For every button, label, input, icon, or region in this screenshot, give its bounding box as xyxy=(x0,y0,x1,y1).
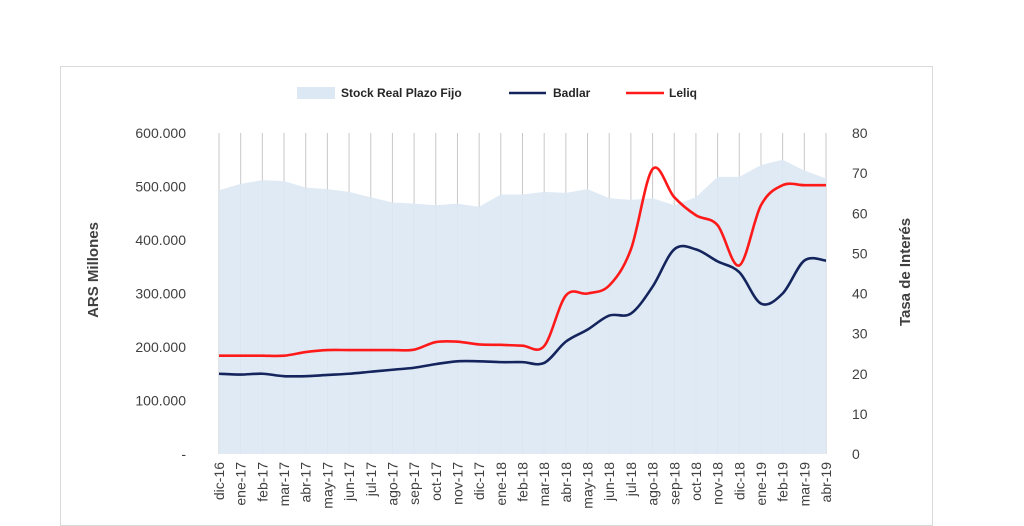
left-tick-label: 200.000 xyxy=(135,339,186,355)
right-tick-label: 40 xyxy=(852,286,868,302)
left-axis-title: ARS Millones xyxy=(85,222,102,318)
x-tick-label: may-17 xyxy=(319,462,335,509)
line-layer xyxy=(218,166,827,378)
series-leliq-line xyxy=(219,166,826,358)
x-tick-label: jun-18 xyxy=(601,462,617,502)
x-tick-label: may-18 xyxy=(580,462,596,509)
x-tick-label: abr-18 xyxy=(558,462,574,503)
x-tick-label: ene-19 xyxy=(753,462,769,506)
x-tick-label: ene-18 xyxy=(493,462,509,506)
x-tick-label: feb-18 xyxy=(515,462,531,502)
x-tick-label: ago-18 xyxy=(645,462,661,506)
right-tick-label: 0 xyxy=(852,446,860,462)
x-tick-label: sep-18 xyxy=(666,462,682,505)
legend: Stock Real Plazo Fijo Badlar Leliq xyxy=(297,86,697,100)
right-tick-label: 80 xyxy=(852,125,868,141)
series-badlar-line xyxy=(218,244,827,378)
left-tick-label: 600.000 xyxy=(135,125,186,141)
left-tick-label: 500.000 xyxy=(135,179,186,195)
x-tick-label: jun-17 xyxy=(341,462,357,502)
legend-label: Badlar xyxy=(553,86,591,100)
x-tick-label: jul-17 xyxy=(363,462,379,497)
x-tick-label: abr-19 xyxy=(818,462,834,503)
legend-swatch-area xyxy=(297,87,335,99)
x-tick-label: mar-19 xyxy=(796,462,812,507)
right-tick-label: 20 xyxy=(852,366,868,382)
legend-label: Stock Real Plazo Fijo xyxy=(341,86,462,100)
right-tick-label: 10 xyxy=(852,406,868,422)
right-tick-label: 60 xyxy=(852,205,868,221)
right-tick-label: 30 xyxy=(852,326,868,342)
x-tick-label: jul-18 xyxy=(623,462,639,497)
right-tick-label: 50 xyxy=(852,245,868,261)
x-tick-label: feb-17 xyxy=(254,462,270,502)
x-tick-label: sep-17 xyxy=(406,462,422,505)
x-tick-label: dic-16 xyxy=(211,462,227,500)
x-tick-label: mar-17 xyxy=(276,462,292,507)
x-tick-label: nov-17 xyxy=(449,462,465,505)
left-tick-label: - xyxy=(181,446,186,462)
x-tick-label: mar-18 xyxy=(536,462,552,507)
area-layer xyxy=(219,159,826,454)
x-tick-label: nov-18 xyxy=(710,462,726,505)
x-tick-label: ago-17 xyxy=(384,462,400,506)
left-tick-label: 100.000 xyxy=(135,393,186,409)
x-tick-label: dic-18 xyxy=(731,462,747,500)
x-tick-label: ene-17 xyxy=(233,462,249,506)
left-tick-label: 400.000 xyxy=(135,232,186,248)
axis-layer: - 100.000 200.000 300.000 400.000 500.000 600.… xyxy=(135,125,867,509)
right-axis-title: Tasa de Interés xyxy=(897,218,914,326)
series-stock-real-plazo-fijo-area xyxy=(219,159,826,454)
x-tick-label: abr-17 xyxy=(298,462,314,503)
x-tick-label: dic-17 xyxy=(471,462,487,500)
right-tick-label: 70 xyxy=(852,165,868,181)
x-tick-label: oct-17 xyxy=(428,462,444,501)
legend-label: Leliq xyxy=(669,86,697,100)
x-tick-label: oct-18 xyxy=(688,462,704,501)
left-tick-label: 300.000 xyxy=(135,286,186,302)
x-tick-label: feb-19 xyxy=(775,462,791,502)
